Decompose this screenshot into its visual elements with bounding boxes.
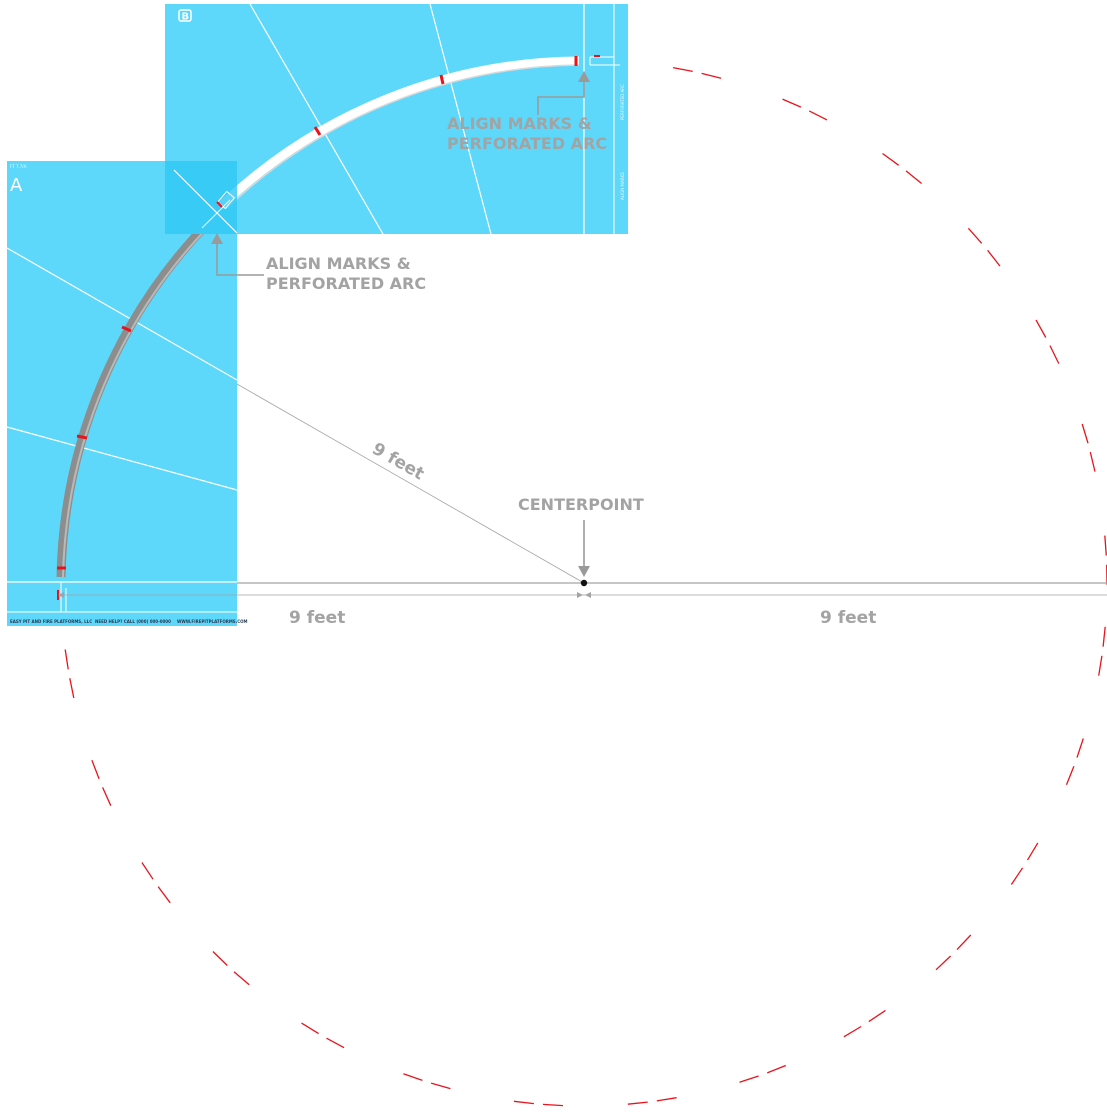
perforation-dash-30 — [627, 1101, 648, 1105]
perforation-dash-20 — [141, 862, 154, 880]
perforation-dash-31 — [656, 1097, 677, 1102]
callout-a-arrow — [211, 233, 264, 276]
perforation-dash-18 — [91, 759, 100, 780]
perforation-dash-41 — [1076, 738, 1084, 758]
sheet-b-side-text-2: ALIGN MARKS — [620, 172, 625, 200]
right-dimension-label: 9 feet — [820, 608, 876, 628]
perforation-dash-12 — [701, 72, 722, 79]
centerpoint-dot — [580, 579, 588, 587]
perforation-dash-4 — [1049, 345, 1060, 364]
perforation-dash-26 — [403, 1073, 423, 1082]
perforation-dash-9 — [882, 152, 900, 166]
perforation-dash-29 — [542, 1103, 564, 1107]
sheet-a-footer-right: WWW.FIREPITPLATFORMS.COM — [177, 619, 248, 624]
perforation-dash-16 — [64, 649, 69, 670]
perforation-dash-40 — [1065, 765, 1075, 786]
sheet-a-letter: A — [10, 175, 23, 196]
perforation-dash-25 — [326, 1037, 345, 1049]
perforation-dash-11 — [782, 98, 802, 108]
callout-b-arrow — [537, 71, 590, 115]
align-label-b-line1: ALIGN MARKS & — [447, 114, 592, 133]
perforation-dash-1 — [1104, 535, 1107, 556]
sheet-a: A FT 7.7/A EASY PIT AND FIRE PLATFORMS, … — [6, 161, 248, 626]
perforation-dash-33 — [766, 1064, 787, 1074]
align-label-a-line1: ALIGN MARKS & — [266, 254, 411, 273]
centerpoint-label: CENTERPOINT — [518, 495, 644, 514]
radius-label: 9 feet — [369, 439, 428, 484]
perforation-dash-23 — [233, 971, 250, 986]
perforation-dash-7 — [967, 227, 983, 244]
dim-arrow-right — [585, 592, 591, 598]
perforation-dash-21 — [157, 886, 171, 904]
left-dimension-label: 9 feet — [289, 608, 345, 628]
perforation-dash-8 — [905, 170, 923, 185]
sheet-b-side-text-1: PERFORATED ARC — [620, 84, 625, 120]
perforation-dash-6 — [987, 249, 1001, 267]
align-label-b-line2: PERFORATED ARC — [447, 134, 607, 153]
perforation-dash-39 — [1026, 842, 1039, 861]
perforation-dash-35 — [868, 1009, 886, 1023]
perforation-dash-36 — [935, 955, 952, 971]
dim-arrow-start — [58, 592, 64, 598]
sheet-a-footer-left: EASY PIT AND FIRE PLATFORMS, LLC — [10, 619, 92, 624]
perforation-dash-34 — [843, 1025, 862, 1038]
perforation-dash-28 — [513, 1100, 534, 1105]
perforation-dash-2 — [1089, 451, 1096, 472]
sheet-a-footer-mid: NEED HELP? CALL (000) 000-0000 — [95, 619, 171, 624]
sheet-b: B PERFORATED ARC ALIGN MARKS — [165, 3, 628, 235]
perforation-dash-10 — [808, 110, 828, 121]
perforation-dash-19 — [102, 787, 112, 806]
sheet-overlap — [165, 161, 238, 234]
sheet-b-letter: B — [182, 12, 190, 23]
perforated-circle-marks — [64, 59, 1107, 1107]
perforation-dash-13 — [672, 66, 693, 73]
perforation-dash-27 — [430, 1082, 451, 1090]
align-label-a-line2: PERFORATED ARC — [266, 274, 426, 293]
perforation-dash-42 — [1098, 655, 1103, 676]
perforation-dash-43 — [1102, 626, 1106, 647]
radius-line — [236, 383, 585, 584]
perforation-dash-22 — [212, 951, 228, 966]
perforation-dash-17 — [69, 678, 75, 699]
dim-arrow-left — [577, 592, 583, 598]
perforation-dash-38 — [1010, 867, 1024, 885]
perforation-dash-24 — [301, 1022, 319, 1035]
perforation-dash-32 — [739, 1075, 759, 1083]
perforation-dash-37 — [956, 934, 972, 951]
perforation-dash-3 — [1081, 423, 1089, 444]
perforation-dash-5 — [1035, 319, 1047, 338]
sheet-a-code: FT 7.7/A — [10, 164, 27, 169]
